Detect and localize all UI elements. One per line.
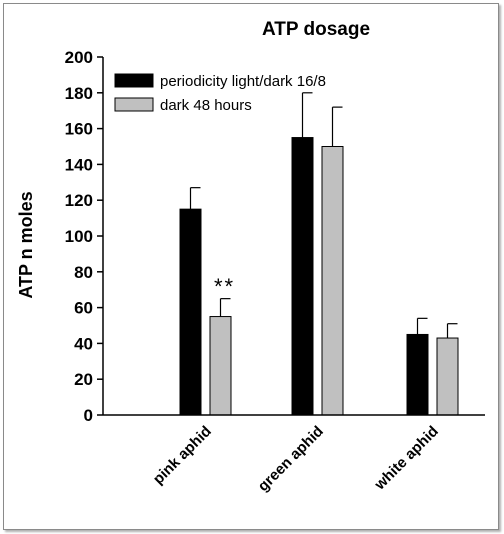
y-tick-label: 200 (65, 48, 93, 67)
bar-periodicity (179, 208, 202, 416)
legend: periodicity light/dark 16/8 dark 48 hours (114, 73, 326, 114)
x-tick-label: green aphid (255, 423, 327, 495)
y-axis-ticks: 0 20 40 60 80 100 120 140 160 180 200 (65, 48, 103, 425)
bar-dark48 (209, 316, 232, 416)
chart-title: ATP dosage (262, 19, 370, 40)
y-tick-label: 180 (65, 84, 93, 103)
y-axis-label: ATP n moles (16, 191, 36, 298)
y-tick-label: 0 (84, 406, 93, 425)
y-tick-label: 40 (74, 334, 93, 353)
significance-annotation: ** (214, 274, 235, 299)
legend-swatch (114, 73, 154, 88)
bar-periodicity (291, 137, 314, 416)
bar-dark48 (321, 146, 344, 416)
annotations: ** (214, 274, 235, 299)
bar-dark48 (436, 337, 459, 416)
legend-label: dark 48 hours (160, 97, 252, 114)
x-axis-tick-labels: pink aphid green aphid white aphid (150, 423, 442, 495)
y-tick-label: 20 (74, 370, 93, 389)
bar-periodicity (406, 333, 429, 416)
y-tick-label: 140 (65, 155, 93, 174)
y-tick-label: 160 (65, 120, 93, 139)
x-tick-label: pink aphid (150, 423, 215, 488)
figure-frame (3, 3, 499, 530)
legend-swatch (114, 97, 154, 112)
legend-label: periodicity light/dark 16/8 (160, 73, 326, 90)
y-tick-label: 120 (65, 191, 93, 210)
bars (179, 92, 459, 416)
x-tick-label: white aphid (371, 423, 442, 494)
y-tick-label: 100 (65, 227, 93, 246)
y-tick-label: 80 (74, 263, 93, 282)
y-tick-label: 60 (74, 299, 93, 318)
